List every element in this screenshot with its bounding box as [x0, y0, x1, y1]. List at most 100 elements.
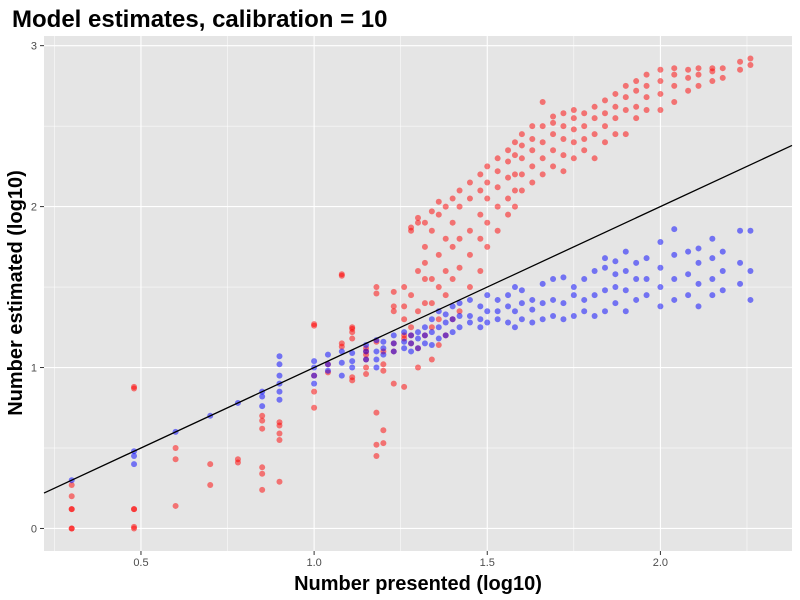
- red-point: [68, 482, 75, 489]
- blue-point: [324, 367, 331, 374]
- blue-point: [338, 372, 345, 379]
- red-point: [529, 163, 536, 170]
- blue-point: [421, 324, 428, 331]
- blue-point: [349, 358, 356, 365]
- blue-point: [505, 319, 512, 326]
- red-point: [511, 187, 518, 194]
- y-tick-label: 0: [31, 523, 37, 535]
- red-point: [657, 107, 664, 114]
- blue-point: [709, 235, 716, 242]
- y-axis-title: Number estimated (log10): [5, 170, 27, 416]
- red-point: [477, 171, 484, 178]
- red-point: [560, 110, 567, 117]
- red-point: [602, 110, 608, 117]
- blue-point: [511, 324, 518, 331]
- blue-point: [709, 255, 716, 262]
- blue-point: [643, 255, 650, 262]
- red-point: [68, 506, 75, 513]
- blue-point: [560, 316, 567, 323]
- red-point: [435, 211, 442, 218]
- blue-point: [709, 292, 716, 299]
- red-point: [747, 61, 754, 68]
- red-point: [338, 340, 345, 347]
- red-point: [349, 335, 356, 342]
- blue-point: [415, 345, 421, 352]
- red-point: [719, 65, 726, 72]
- blue-point: [657, 284, 664, 291]
- red-point: [415, 308, 421, 315]
- red-point: [428, 356, 435, 363]
- red-point: [511, 139, 518, 146]
- blue-point: [709, 276, 716, 283]
- red-point: [442, 267, 449, 274]
- blue-point: [529, 306, 536, 313]
- red-point: [550, 163, 557, 170]
- blue-point: [449, 303, 456, 310]
- red-point: [643, 94, 650, 101]
- x-tick-label: 2.0: [653, 557, 668, 569]
- red-point: [259, 412, 266, 419]
- blue-point: [657, 239, 664, 245]
- blue-point: [719, 267, 726, 274]
- blue-point: [442, 311, 449, 318]
- red-point: [131, 523, 138, 530]
- blue-point: [373, 364, 380, 371]
- blue-point: [539, 280, 546, 287]
- red-point: [421, 243, 428, 250]
- red-point: [494, 203, 501, 210]
- red-point: [259, 470, 266, 477]
- red-point: [591, 115, 598, 122]
- red-point: [550, 147, 557, 154]
- red-point: [380, 427, 387, 434]
- blue-point: [550, 313, 557, 320]
- red-point: [643, 107, 650, 114]
- red-point: [435, 284, 442, 291]
- red-point: [505, 174, 512, 181]
- blue-point: [428, 329, 435, 336]
- blue-point: [685, 248, 692, 255]
- red-point: [311, 404, 318, 411]
- red-point: [466, 251, 473, 258]
- blue-point: [324, 361, 331, 368]
- red-point: [529, 147, 536, 154]
- red-point: [477, 267, 484, 274]
- blue-point: [737, 227, 744, 234]
- blue-point: [380, 338, 387, 345]
- red-point: [456, 187, 463, 194]
- blue-point: [276, 361, 283, 368]
- red-point: [380, 440, 387, 447]
- red-point: [234, 459, 241, 466]
- red-point: [477, 235, 484, 242]
- blue-point: [695, 280, 702, 287]
- blue-point: [695, 303, 702, 310]
- red-point: [390, 303, 397, 310]
- red-point: [633, 87, 640, 94]
- blue-point: [276, 372, 283, 379]
- red-point: [612, 131, 619, 138]
- red-point: [612, 103, 619, 110]
- red-point: [591, 103, 598, 110]
- red-point: [719, 74, 726, 81]
- red-point: [373, 441, 380, 448]
- blue-point: [311, 380, 318, 387]
- red-point: [456, 235, 463, 242]
- red-point: [494, 184, 501, 191]
- red-point: [390, 308, 397, 315]
- red-point: [373, 290, 380, 297]
- blue-point: [747, 227, 754, 234]
- red-point: [466, 179, 473, 186]
- blue-point: [591, 267, 598, 274]
- identity-line: [43, 144, 793, 494]
- red-point: [518, 142, 525, 149]
- blue-point: [511, 308, 518, 315]
- blue-point: [671, 296, 678, 303]
- red-point: [695, 71, 702, 78]
- red-point: [363, 370, 370, 377]
- red-point: [435, 251, 442, 258]
- blue-point: [456, 300, 463, 307]
- blue-point: [737, 259, 744, 266]
- blue-point: [494, 296, 501, 303]
- red-point: [442, 292, 449, 299]
- red-point: [276, 430, 283, 437]
- red-point: [570, 126, 577, 133]
